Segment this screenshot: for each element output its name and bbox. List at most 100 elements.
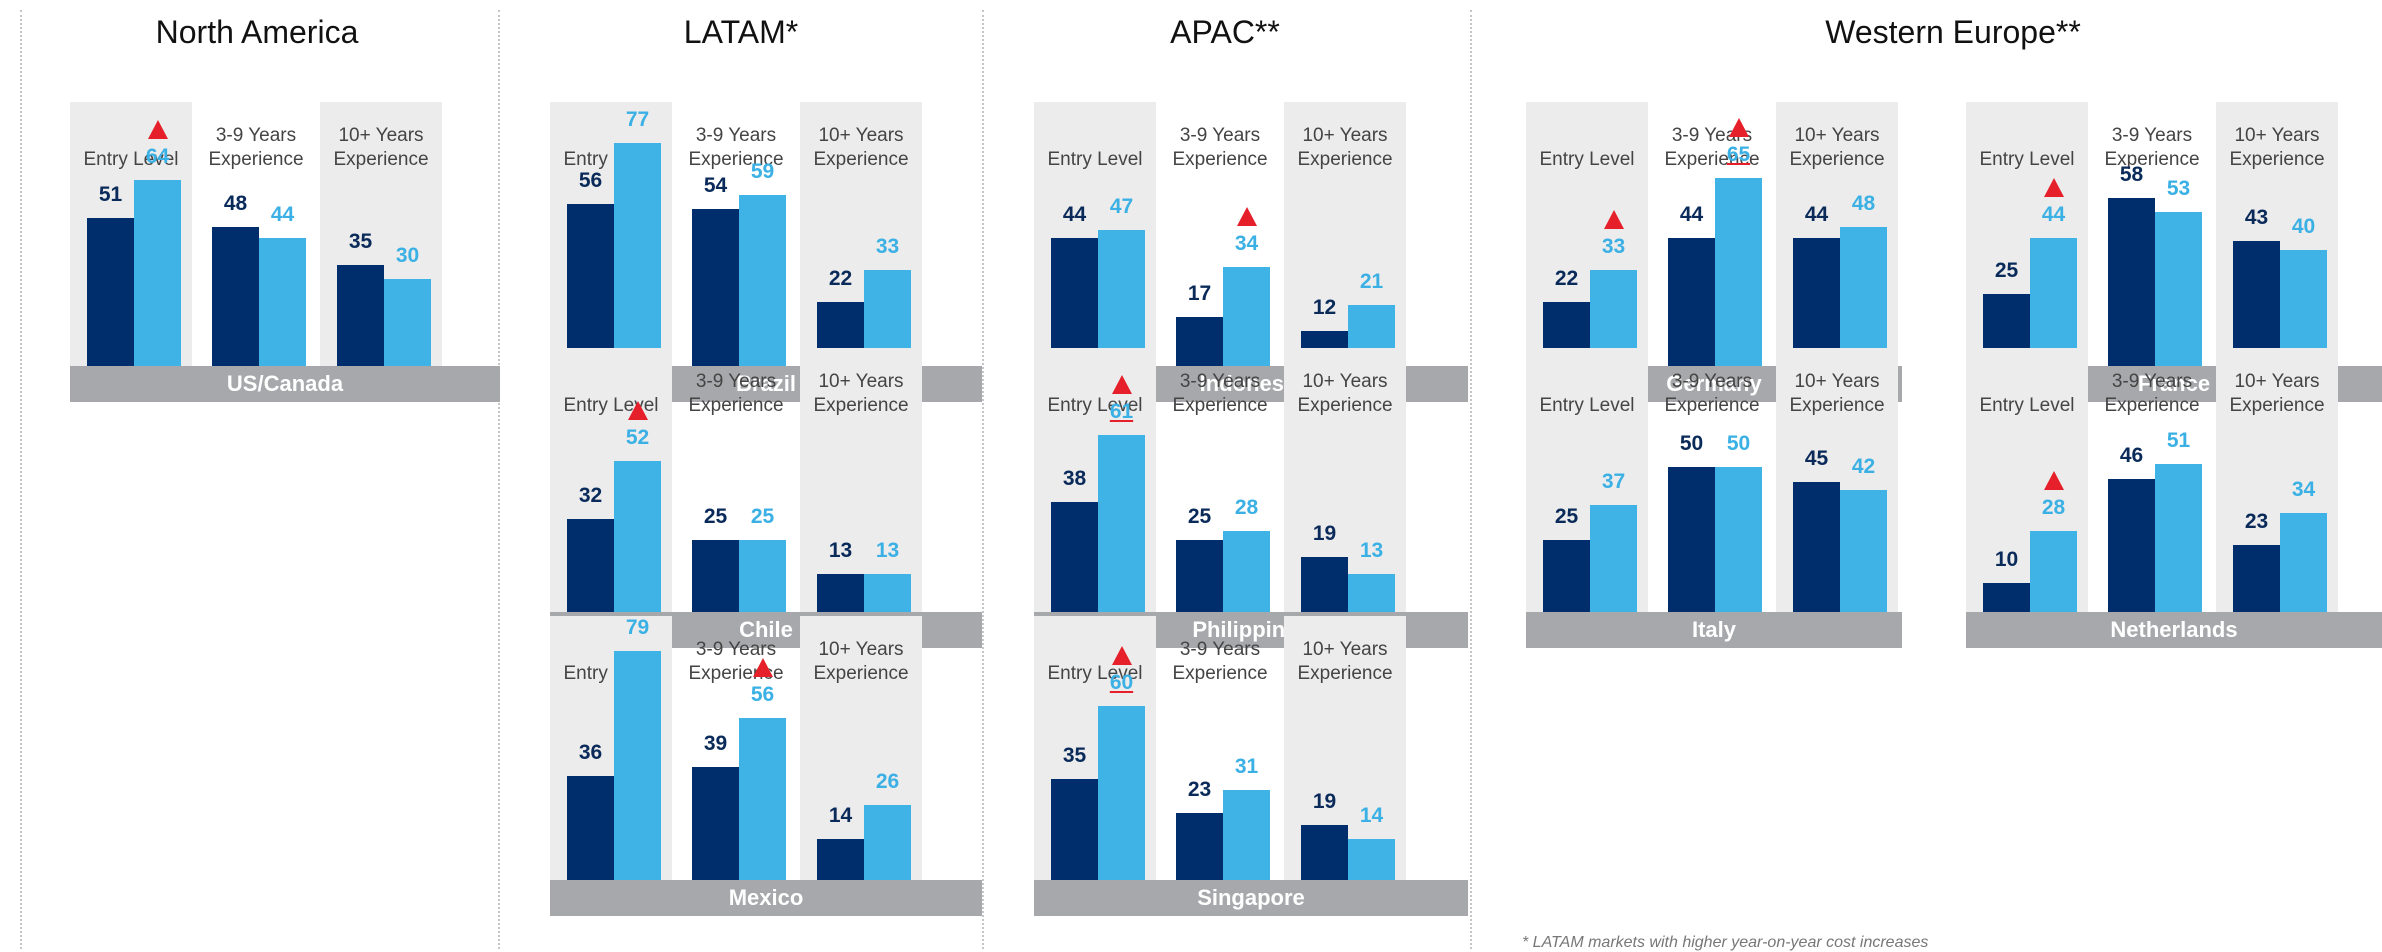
region-divider [20,10,22,949]
data-label-previous: 35 [348,229,373,253]
bar-previous [2233,545,2280,612]
experience-column: 3-9 Years Experience 25 28 [1159,348,1281,612]
country-label: Mexico [550,880,982,916]
country-panel-italy: Entry Level 25 37 3-9 Years Experience 50 50 1… [1526,348,1902,648]
data-label-previous: 58 [2119,162,2144,186]
region-title-apac: APAC** [1170,14,1280,50]
column-label: 3-9 Years Experience [1172,125,1268,170]
column-label: 3-9 Years Experience [2104,125,2200,170]
data-label-previous: 48 [223,191,248,215]
experience-column: 10+ Years Experience 23 34 [2216,348,2338,612]
bar-previous [212,226,259,366]
data-label-previous: 43 [2244,206,2269,230]
data-label-previous: 54 [703,174,728,198]
bar-current [1223,267,1270,366]
bar-previous [1301,824,1348,880]
bar-previous [1051,778,1098,880]
data-label-previous: 45 [1804,446,1829,470]
column-label: 3-9 Years Experience [688,371,784,416]
increase-triangle-icon [1111,646,1132,665]
bar-current [2030,530,2077,612]
column-label: 10+ Years Experience [813,639,909,684]
column-label: 3-9 Years Experience [1664,371,1760,416]
column-label: 3-9 Years Experience [1172,371,1268,416]
data-label-previous: 14 [828,804,853,828]
data-label-previous: 12 [1312,296,1337,320]
column-label: 10+ Years Experience [813,125,909,170]
bar-current [864,804,911,880]
data-label-previous: 32 [578,484,603,508]
data-label-current: 60 [1109,671,1134,694]
bar-previous [337,264,384,366]
bar-current [2155,212,2202,366]
data-label-previous: 19 [1312,521,1337,545]
bar-previous [1983,583,2030,612]
data-label-previous: 25 [703,504,728,528]
increase-triangle-icon [2043,178,2064,198]
experience-column: 3-9 Years Experience 54 59 [675,102,797,366]
data-label-current: 34 [1234,232,1259,256]
bar-current [614,650,661,880]
data-label-current: 40 [2291,215,2316,238]
bar-previous [567,775,614,880]
bar-previous [1668,238,1715,366]
data-label-current: 30 [395,244,420,267]
country-panel-us-canada: Entry Level 51 64 3-9 Years Experience 48 44 1… [70,102,500,402]
bar-current [384,279,431,366]
data-label-current: 14 [1359,804,1384,828]
data-label-current: 28 [2041,495,2066,519]
region-title-latam: LATAM* [683,14,799,50]
data-label-current: 64 [145,145,170,169]
experience-column: Entry Level 51 64 [70,102,192,366]
region-divider [1470,10,1472,949]
bar-previous [1793,238,1840,366]
column-label: Entry Level [83,149,179,170]
experience-column: 3-9 Years Experience 23 31 [1159,616,1281,880]
experience-column: 3-9 Years Experience 48 44 [195,102,317,366]
data-label-current: 33 [1601,235,1626,259]
column-label: 3-9 Years Experience [688,125,784,170]
data-label-previous: 44 [1062,203,1087,227]
experience-column: Entry Level 25 44 [1966,102,2088,366]
column-label: Entry Level [1047,663,1143,684]
data-label-current: 33 [875,235,900,259]
country-panel-singapore: Entry Level 35 60 3-9 Years Experience 23 31 1… [1034,616,1468,949]
experience-column: 3-9 Years Experience 17 34 [1159,102,1281,366]
experience-column: Entry Level 44 47 [1034,102,1156,366]
column-label: 10+ Years Experience [1297,125,1393,170]
experience-column: 10+ Years Experience 43 40 [2216,102,2338,366]
experience-column: Entry Level 22 33 [1526,102,1648,366]
increase-triangle-icon [1728,117,1749,137]
experience-column: Entry Level 25 37 [1526,348,1648,612]
bar-previous [692,209,739,366]
data-label-current: 28 [1234,495,1259,519]
footnote: * LATAM markets with higher year-on-year… [1522,934,1929,951]
data-label-previous: 44 [1679,203,1704,227]
bar-current [1223,530,1270,612]
bar-current [739,194,786,366]
experience-column: 10+ Years Experience 13 13 [800,348,922,612]
experience-column: 3-9 Years Experience 58 53 [2091,102,2213,366]
country-label: US/Canada [70,366,500,402]
data-label-current: 44 [2041,203,2066,227]
bar-current [1348,574,1395,612]
data-label-previous: 38 [1062,466,1087,490]
column-label: Entry Level [563,395,659,416]
column-label: 3-9 Years Experience [688,639,784,684]
bar-current [1223,790,1270,880]
bar-previous [692,766,739,880]
data-label-previous: 51 [98,183,123,207]
column-label: 10+ Years Experience [1789,371,1885,416]
data-label-current: 25 [750,504,775,528]
column-label: Entry Level [1047,149,1143,170]
experience-column: 10+ Years Experience 35 30 [320,102,442,366]
data-label-current: 51 [2166,429,2191,453]
data-label-previous: 46 [2119,443,2144,467]
data-label-previous: 25 [1994,258,2019,282]
bar-current [1590,504,1637,612]
bar-current [1098,229,1145,366]
data-label-current: 26 [875,769,900,793]
bar-current [1098,435,1145,612]
country-panel-chile: Entry Level 32 52 3-9 Years Experience 25 25 1… [550,348,982,648]
bar-current [2280,250,2327,366]
